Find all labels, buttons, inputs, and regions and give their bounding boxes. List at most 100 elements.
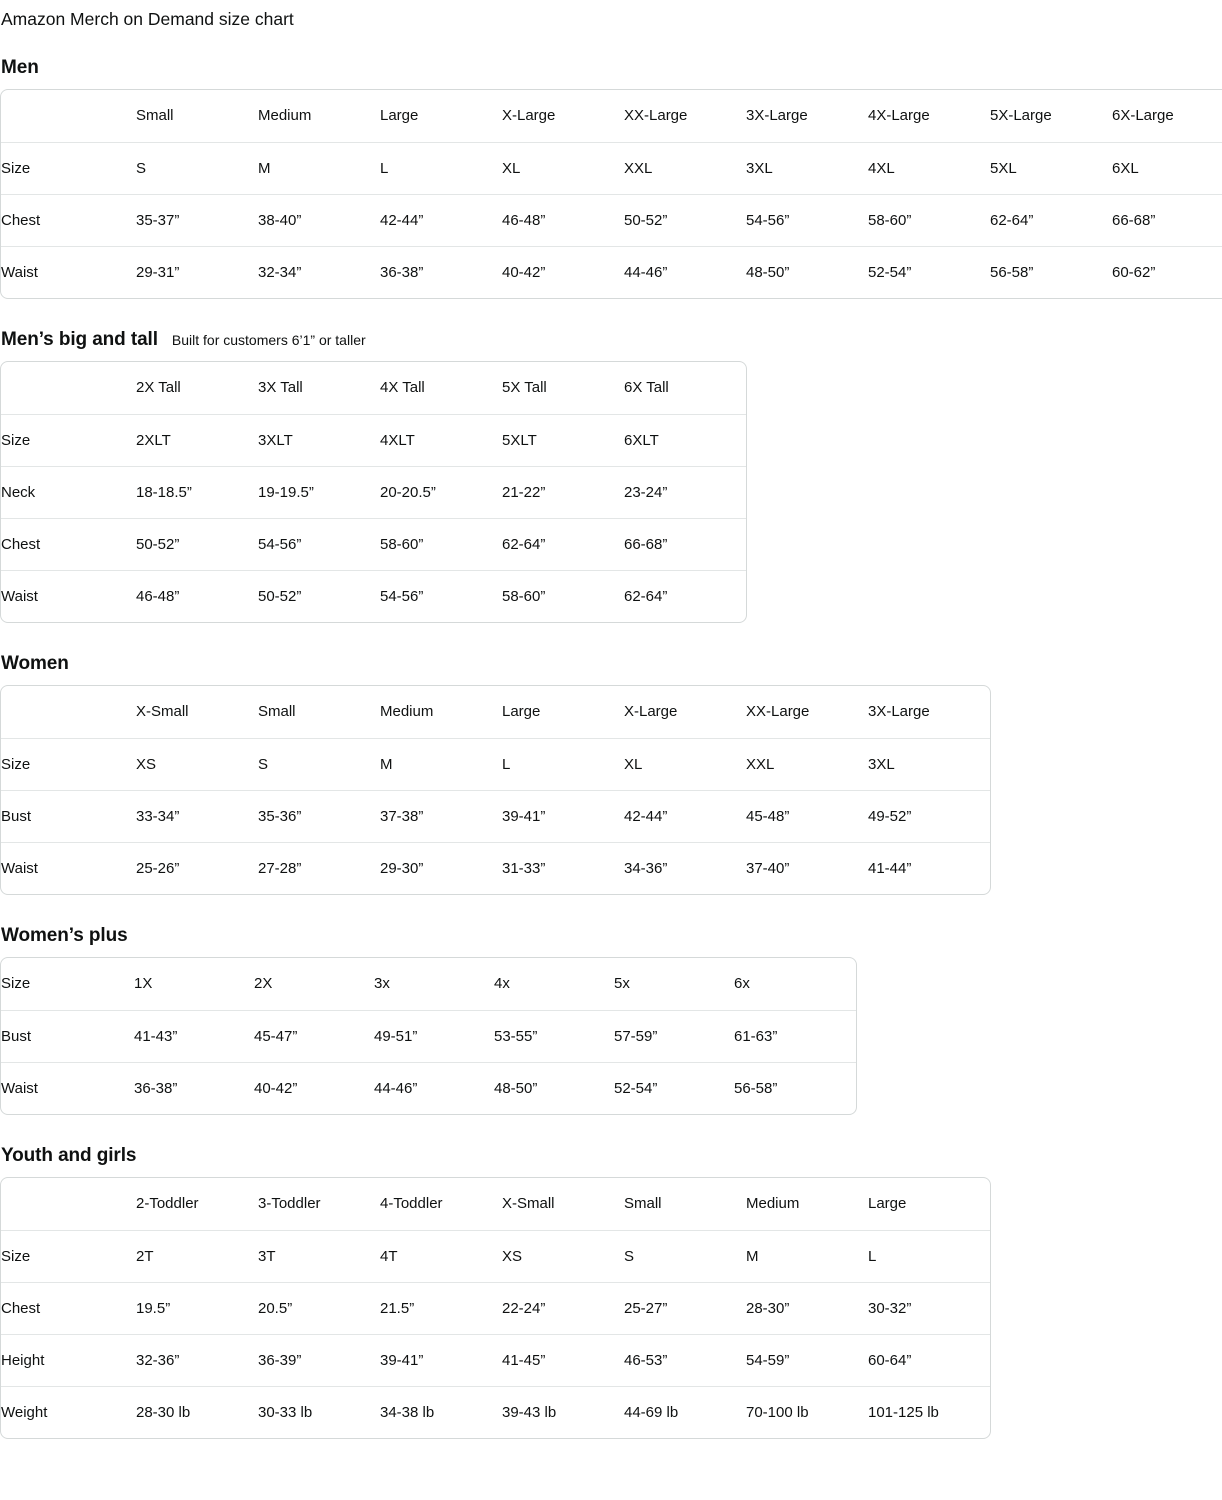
table-cell: 25-26” (136, 841, 258, 894)
table-body-youth: 2-Toddler 3-Toddler 4-Toddler X-Small Small M… (1, 1178, 990, 1438)
section-men: Men Small Medium Large X-Large XX-Large 3X-La… (0, 57, 1222, 299)
table-cell: 37-38” (380, 789, 502, 842)
column-header: X-Large (624, 703, 678, 721)
table-cell: 58-60” (380, 517, 502, 570)
table-cell: XXL (746, 737, 868, 790)
table-cell: 31-33” (502, 841, 624, 894)
section-heading-youth: Youth and girls (1, 1145, 1222, 1167)
table-corner-cell (1, 1178, 136, 1230)
table-cell: 21.5” (380, 1281, 502, 1334)
table-cell: 58-60” (868, 193, 990, 246)
row-label: Waist (1, 569, 136, 622)
table-cell: 62-64” (502, 517, 624, 570)
table-cell: XS (502, 1229, 624, 1282)
column-header: 2-Toddler (136, 1195, 199, 1213)
row-label: Size (1, 975, 31, 993)
table-cell: 4XLT (380, 413, 502, 466)
table-row: Size S M L XL XXL 3XL 4XL 5XL 6XL (1, 141, 1222, 194)
table-cell: 50-52” (258, 569, 380, 622)
table-cell: 27-28” (258, 841, 380, 894)
column-header: 3x (374, 975, 390, 993)
row-label: Waist (1, 245, 136, 298)
table-cell: 34-38 lb (380, 1385, 502, 1438)
table-cell: 53-55” (494, 1009, 614, 1062)
table-cell: 36-38” (134, 1061, 254, 1114)
row-label: Chest (1, 1281, 136, 1334)
section-title-women: Women (1, 652, 69, 674)
column-header: 3X-Large (746, 107, 808, 125)
table-cell: 22-24” (502, 1281, 624, 1334)
table-cell: 54-56” (380, 569, 502, 622)
table-cell: XS (136, 737, 258, 790)
table-body-big-tall: 2X Tall 3X Tall 4X Tall 5X Tall 6X Tall Size 2… (1, 362, 746, 622)
table-header-row: X-Small Small Medium Large X-Large XX-Large 3X… (1, 686, 990, 738)
column-header: Large (502, 703, 541, 721)
column-header: Large (380, 107, 419, 125)
table-cell: 6XL (1112, 141, 1222, 194)
section-subtitle-big-tall: Built for customers 6’1” or taller (171, 331, 366, 348)
table-cell: 42-44” (380, 193, 502, 246)
table-cell: L (502, 737, 624, 790)
table-cell: 49-51” (374, 1009, 494, 1062)
table-cell: 39-41” (380, 1333, 502, 1386)
row-label: Waist (1, 1061, 134, 1114)
table-cell: 40-42” (254, 1061, 374, 1114)
column-header: 5X Tall (502, 379, 547, 397)
column-header: Small (136, 107, 174, 125)
table-cell: 49-52” (868, 789, 990, 842)
table-cell: 5XL (990, 141, 1112, 194)
table-header-row: 2-Toddler 3-Toddler 4-Toddler X-Small Small M… (1, 1178, 990, 1230)
table-row: Bust 33-34” 35-36” 37-38” 39-41” 42-44” 45-48”… (1, 789, 990, 842)
table-cell: 33-34” (136, 789, 258, 842)
table-cell: M (380, 737, 502, 790)
table-row: Bust 41-43” 45-47” 49-51” 53-55” 57-59” 61-63” (1, 1009, 856, 1062)
table-cell: 39-43 lb (502, 1385, 624, 1438)
table-cell: 28-30” (746, 1281, 868, 1334)
column-header: 4X Tall (380, 379, 425, 397)
table-cell: 3T (258, 1229, 380, 1282)
table-cell: M (746, 1229, 868, 1282)
section-title-men: Men (1, 56, 39, 78)
column-header: 3X-Large (868, 703, 930, 721)
size-table-men: Small Medium Large X-Large XX-Large 3X-Large 4… (0, 88, 1222, 299)
row-label: Weight (1, 1385, 136, 1438)
table-cell: 3XL (868, 737, 990, 790)
table-cell: 45-47” (254, 1009, 374, 1062)
table-body-women-plus: Size 1X 2X 3x 4x 5x 6x Bust 41-43” 45-47” 49-51” 53… (1, 958, 856, 1114)
table-cell: 3XL (746, 141, 868, 194)
row-label: Chest (1, 193, 136, 246)
section-big-tall: Men’s big and tall Built for customers 6… (0, 329, 1222, 623)
table-corner-cell (1, 686, 136, 738)
table-cell: 60-64” (868, 1333, 990, 1386)
section-title-big-tall: Men’s big and tall (1, 328, 158, 350)
table-cell: 6XLT (624, 413, 746, 466)
table-cell: 52-54” (868, 245, 990, 298)
table-corner-cell (1, 90, 136, 142)
column-header: 5X-Large (990, 107, 1052, 125)
section-youth: Youth and girls 2-Toddler 3-Toddler 4-Todd… (0, 1145, 1222, 1439)
row-label: Size (1, 737, 136, 790)
table-cell: XXL (624, 141, 746, 194)
table-cell: 50-52” (624, 193, 746, 246)
column-header: 6X Tall (624, 379, 669, 397)
row-label: Size (1, 141, 136, 194)
table-cell: 62-64” (990, 193, 1112, 246)
table-cell: 38-40” (258, 193, 380, 246)
table-cell: 32-36” (136, 1333, 258, 1386)
table-cell: 61-63” (734, 1009, 856, 1062)
table-corner-cell (1, 362, 136, 414)
table-cell: 44-46” (624, 245, 746, 298)
table-cell: 28-30 lb (136, 1385, 258, 1438)
table-cell: M (258, 141, 380, 194)
table-row: Waist 46-48” 50-52” 54-56” 58-60” 62-64” (1, 569, 746, 622)
table-cell: 52-54” (614, 1061, 734, 1114)
table-row: Size 2XLT 3XLT 4XLT 5XLT 6XLT (1, 413, 746, 466)
table-cell: 66-68” (624, 517, 746, 570)
table-cell: 20-20.5” (380, 465, 502, 518)
table-cell: 39-41” (502, 789, 624, 842)
table-cell: 45-48” (746, 789, 868, 842)
table-cell: 3XLT (258, 413, 380, 466)
table-cell: 54-56” (258, 517, 380, 570)
table-cell: 50-52” (136, 517, 258, 570)
table-cell: 2T (136, 1229, 258, 1282)
